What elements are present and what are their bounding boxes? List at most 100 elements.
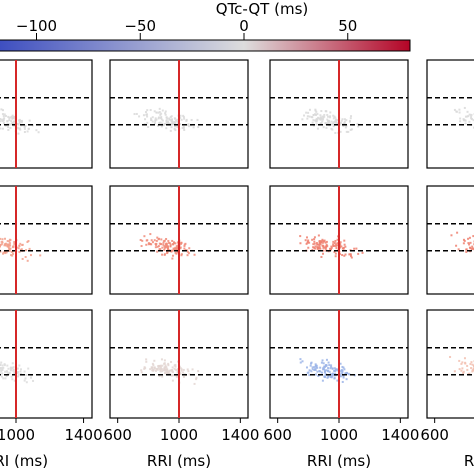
scatter-point bbox=[183, 245, 186, 248]
scatter-point bbox=[13, 240, 16, 243]
scatter-point bbox=[456, 231, 459, 234]
scatter-point bbox=[186, 124, 189, 127]
scatter-point bbox=[1, 109, 4, 112]
scatter-point bbox=[2, 118, 5, 121]
scatter-point bbox=[174, 117, 177, 120]
scatter-point bbox=[340, 119, 343, 122]
scatter-point bbox=[163, 362, 166, 365]
scatter-point bbox=[336, 238, 339, 241]
scatter-point bbox=[11, 122, 14, 125]
scatter-point bbox=[196, 118, 199, 121]
scatter-point bbox=[8, 119, 11, 122]
scatter-point bbox=[315, 242, 318, 245]
scatter-point bbox=[308, 369, 311, 372]
scatter-point bbox=[6, 120, 9, 123]
scatter-point bbox=[342, 375, 345, 378]
scatter-point bbox=[185, 119, 188, 122]
scatter-point bbox=[172, 122, 175, 125]
scatter-point bbox=[154, 369, 157, 372]
scatter-point bbox=[171, 257, 174, 260]
x-tick-label: 1000 bbox=[160, 426, 198, 444]
scatter-point bbox=[318, 242, 321, 245]
scatter-point bbox=[468, 236, 471, 239]
scatter-point bbox=[11, 114, 14, 117]
scatter-point bbox=[164, 112, 167, 115]
scatter-point bbox=[325, 243, 328, 246]
scatter-point bbox=[344, 126, 347, 129]
scatter-point bbox=[0, 250, 2, 253]
scatter-point bbox=[340, 245, 343, 248]
scatter-point bbox=[330, 376, 333, 379]
scatter-point bbox=[13, 243, 16, 246]
scatter-point bbox=[470, 248, 473, 251]
scatter-point bbox=[18, 364, 21, 367]
scatter-point bbox=[305, 236, 308, 239]
scatter-point bbox=[3, 113, 6, 116]
scatter-point bbox=[320, 255, 323, 258]
scatter-point bbox=[21, 244, 24, 247]
scatter-point bbox=[158, 107, 161, 110]
scatter-point bbox=[158, 121, 161, 124]
scatter-points bbox=[449, 355, 474, 376]
x-axis-label: RRI (ms) bbox=[464, 452, 474, 470]
scatter-point bbox=[350, 115, 353, 118]
scatter-point bbox=[133, 113, 136, 116]
scatter-point bbox=[318, 244, 321, 247]
scatter-point bbox=[147, 243, 150, 246]
scatter-point bbox=[322, 249, 325, 252]
scatter-point bbox=[5, 244, 8, 247]
scatter-point bbox=[12, 120, 15, 123]
scatter-point bbox=[319, 118, 322, 121]
scatter-point bbox=[314, 368, 317, 371]
scatter-point bbox=[333, 367, 336, 370]
scatter-point bbox=[336, 122, 339, 125]
scatter-point bbox=[469, 363, 472, 366]
scatter-point bbox=[464, 122, 467, 125]
scatter-point bbox=[303, 114, 306, 117]
scatter-point bbox=[170, 126, 173, 129]
scatter-point bbox=[174, 368, 177, 371]
scatter-point bbox=[310, 370, 313, 373]
scatter-point bbox=[322, 366, 325, 369]
scatter-point bbox=[164, 245, 167, 248]
scatter-point bbox=[195, 376, 198, 379]
scatter-point bbox=[333, 250, 336, 253]
scatter-point bbox=[165, 365, 168, 368]
scatter-point bbox=[13, 124, 16, 127]
panel-frame bbox=[0, 185, 93, 295]
scatter-point bbox=[153, 110, 156, 113]
scatter-point bbox=[157, 365, 160, 368]
scatter-points bbox=[301, 108, 360, 134]
scatter-point bbox=[37, 131, 40, 134]
scatter-point bbox=[11, 362, 14, 365]
scatter-point bbox=[169, 243, 172, 246]
scatter-point bbox=[162, 369, 165, 372]
scatter-point bbox=[343, 122, 346, 125]
scatter-point bbox=[18, 373, 21, 376]
scatter-point bbox=[181, 127, 184, 130]
scatter-point bbox=[470, 117, 473, 120]
scatter-point bbox=[193, 253, 196, 256]
scatter-point bbox=[311, 368, 314, 371]
scatter-point bbox=[472, 367, 474, 370]
scatter-point bbox=[314, 245, 317, 248]
scatter-point bbox=[32, 379, 35, 382]
scatter-point bbox=[314, 119, 317, 122]
scatter-point bbox=[161, 122, 164, 125]
scatter-point bbox=[163, 248, 166, 251]
scatter-point bbox=[472, 119, 474, 122]
scatter-point bbox=[333, 369, 336, 372]
scatter-point bbox=[11, 254, 14, 257]
scatter-point bbox=[170, 250, 173, 253]
scatter-point bbox=[10, 254, 13, 257]
scatter-point bbox=[341, 369, 344, 372]
scatter-point bbox=[355, 247, 358, 250]
scatter-point bbox=[333, 377, 336, 380]
scatter-point bbox=[165, 237, 168, 240]
scatter-point bbox=[458, 108, 461, 111]
scatter-point bbox=[470, 113, 473, 116]
scatter-point bbox=[0, 367, 1, 370]
scatter-point bbox=[308, 115, 311, 118]
scatter-point bbox=[0, 127, 2, 130]
